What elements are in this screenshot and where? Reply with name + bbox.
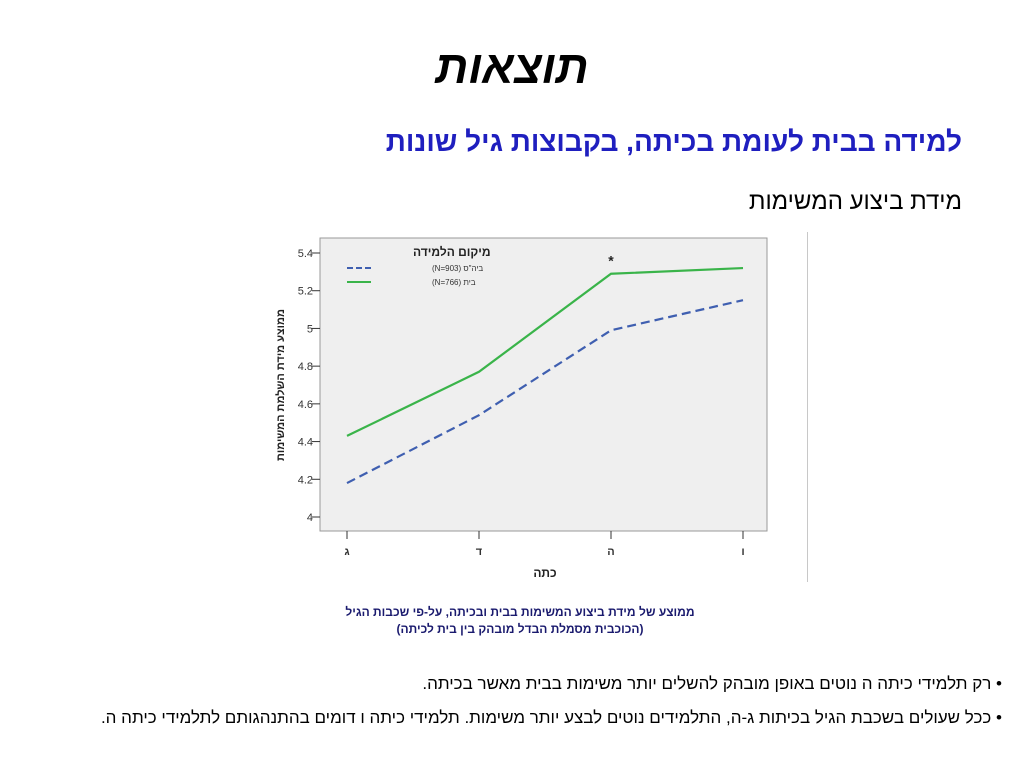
y-tick-label: 4.4 xyxy=(298,437,313,449)
legend-label: ביה"ס (N=903) xyxy=(432,264,483,273)
x-axis: ג ד ה ו xyxy=(344,531,745,558)
series-line xyxy=(346,299,744,485)
bullet-list: • רק תלמידי כיתה ה נוטים באופן מובהק להש… xyxy=(22,672,1002,740)
series-line xyxy=(346,266,744,437)
legend-title: מיקום הלמידה xyxy=(413,245,491,259)
chart-annotations: * xyxy=(608,253,614,269)
chart-caption: ממוצע של מידת ביצוע המשימות בבית ובכיתה,… xyxy=(290,604,750,638)
series-lines xyxy=(346,266,744,485)
chart-legend: מיקום הלמידה ביה"ס (N=903) בית (N=766) xyxy=(347,245,491,287)
y-axis-label: ממוצע מידת השלמת המשימות xyxy=(274,309,287,461)
caption-line-2: (הכוכבית מסמלת הבדל מובהק בין בית לכיתה) xyxy=(396,622,644,636)
significance-star: * xyxy=(608,253,614,269)
y-tick-label: 5.4 xyxy=(298,248,313,260)
y-tick-label: 4 xyxy=(307,512,313,524)
y-tick-label: 5.2 xyxy=(298,286,313,298)
slide-subtitle: למידה בבית לעומת בכיתה, בקבוצות גיל שונו… xyxy=(385,126,962,157)
y-tick-label: 4.6 xyxy=(298,399,313,411)
x-tick-label: ג xyxy=(344,546,349,558)
bullet-item: • ככל שעולים בשכבת הגיל בכיתות ג-ה, התלמ… xyxy=(100,708,1002,727)
y-tick-label: 5 xyxy=(307,323,313,335)
x-tick-label: ו xyxy=(741,546,744,558)
y-tick-label: 4.8 xyxy=(298,361,313,373)
divider-line xyxy=(807,232,808,582)
y-axis: 4 4.2 4.4 4.6 4.8 5 5.2 5.4 xyxy=(298,248,320,524)
section-heading: מידת ביצוע המשימות xyxy=(748,188,962,215)
x-tick-label: ה xyxy=(607,546,614,558)
slide-title: תוצאות xyxy=(435,41,589,93)
plot-area xyxy=(319,237,768,532)
legend-label: בית (N=766) xyxy=(432,278,476,287)
x-axis-label: כתה xyxy=(533,566,556,580)
line-chart: 4 4.2 4.4 4.6 4.8 5 5.2 5.4 ג ד ה ו * מיקום הלמידה… xyxy=(274,237,768,580)
y-tick-label: 4.2 xyxy=(298,474,313,486)
bullet-item: • רק תלמידי כיתה ה נוטים באופן מובהק להש… xyxy=(422,674,1002,693)
x-tick-label: ד xyxy=(476,546,483,558)
caption-line-1: ממוצע של מידת ביצוע המשימות בבית ובכיתה,… xyxy=(345,605,695,619)
